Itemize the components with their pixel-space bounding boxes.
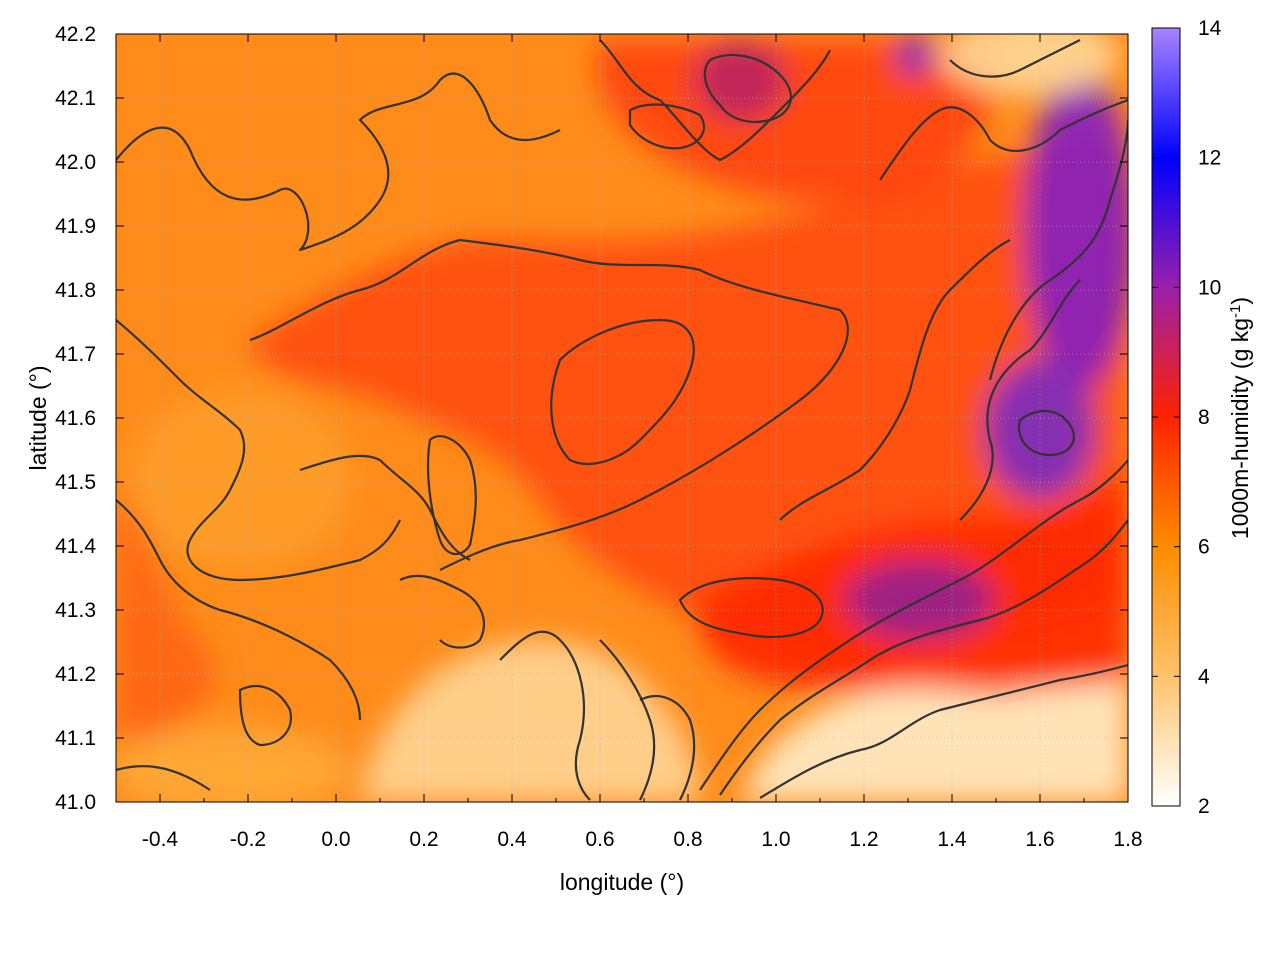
x-tick-label: 1.8 [1113, 828, 1142, 851]
contour-line-southeast-band-1 [699, 459, 1128, 791]
x-tick-label: 1.0 [761, 828, 790, 851]
contour-lines [116, 39, 1128, 801]
contour-line-east-middle [779, 239, 1011, 521]
contour-line-south-fingers-2 [599, 639, 656, 801]
contour-line-northeast [879, 98, 1128, 181]
y-tick-label: 41.1 [55, 727, 96, 750]
dry-northeast-corner [940, 34, 1120, 95]
x-tick-label: 0.4 [497, 828, 527, 851]
colorbar-tick-label: 8 [1198, 406, 1210, 429]
contour-line-central-loop [426, 434, 477, 556]
x-tick-label: 1.6 [1025, 828, 1054, 851]
humid-north-point [897, 35, 933, 75]
x-tick-label: 0.8 [673, 828, 702, 851]
x-tick-label: 1.4 [937, 828, 967, 851]
colorbar-label-base: 1000m-humidity (g kg [1227, 318, 1253, 539]
x-tick-label: -0.4 [142, 828, 179, 851]
y-axis-label: latitude (°) [25, 365, 51, 470]
y-tick-label: 41.8 [55, 279, 96, 302]
contour-line-southeast-band-3 [759, 663, 1128, 799]
colorbar-tick-label: 14 [1198, 17, 1222, 40]
contour-line-middle-tongue [550, 318, 695, 465]
colorbar-label-superscript: -1 [1227, 305, 1244, 318]
y-tick-label: 41.6 [55, 407, 96, 430]
contour-line-north-central-loop [628, 103, 705, 150]
contour-line-south-central [399, 574, 485, 649]
y-tick-label: 41.9 [55, 215, 96, 238]
dry-southwest [116, 725, 350, 802]
contour-line-southwest [116, 685, 293, 791]
contour-line-south-fingers [499, 630, 591, 801]
colorbar-label: 1000m-humidity (g kg-1) [1227, 297, 1254, 539]
x-tick-label: 0.2 [409, 828, 438, 851]
contour-line-northeast-corner [949, 39, 1081, 78]
dry-south-central [360, 640, 700, 802]
humid-northeast-core [1025, 70, 1128, 390]
contour-line-middle-loop-2 [678, 577, 824, 638]
colorbar-tick-label: 10 [1198, 276, 1221, 299]
contour-line-south-fingers-3 [639, 695, 696, 801]
y-axis: 41.0 41.1 41.2 41.3 41.4 41.5 41.6 41.7 41.8 41.9… [55, 23, 1128, 814]
contour-line-west-1 [116, 319, 401, 582]
y-tick-label: 41.3 [55, 599, 96, 622]
contour-line-west-2 [116, 499, 362, 721]
contour-line-east-core [988, 119, 1128, 381]
contour-line-north-ridge [599, 39, 831, 162]
y-tick-label: 41.5 [55, 471, 96, 494]
colorbar-label-end: ) [1227, 297, 1253, 305]
x-tick-label: 0.6 [585, 828, 614, 851]
y-tick-label: 41.0 [55, 791, 96, 814]
colorbar-tick-label: 2 [1198, 795, 1210, 818]
contour-line-west-3 [299, 454, 471, 561]
y-tick-label: 41.2 [55, 663, 96, 686]
humid-north-ridge [695, 40, 785, 120]
contour-line-east-outer [959, 279, 1081, 521]
contour-line-central [249, 238, 849, 571]
colorbar-ticks: 2 4 6 8 10 12 14 [1152, 17, 1222, 818]
x-axis-label: longitude (°) [560, 869, 684, 895]
x-tick-label: 0.0 [321, 828, 350, 851]
west-moist-edge [116, 480, 217, 740]
dry-southeast-corner [740, 680, 1128, 802]
colorbar-tick-label: 6 [1198, 536, 1210, 559]
y-tick-label: 42.1 [55, 87, 96, 110]
heatmap-field [116, 34, 1128, 802]
dry-west-plateau [130, 390, 350, 570]
contour-line-north-loop [703, 53, 792, 123]
colorbar: 2 4 6 8 10 12 14 1000m-humidity (g kg-1) [1151, 17, 1254, 818]
y-tick-label: 42.0 [55, 151, 96, 174]
x-axis: -0.4 -0.2 0.0 0.2 0.4 0.6 0.8 1.0 1.2 1.4 1.6 1.8 [115, 34, 1143, 851]
colorbar-tick-label: 12 [1198, 147, 1221, 170]
x-tick-label: 1.2 [849, 828, 878, 851]
x-tick-label: -0.2 [230, 828, 266, 851]
contour-line-north-west [116, 72, 561, 252]
y-tick-label: 42.2 [55, 23, 96, 46]
contour-line-east-pocket [1017, 409, 1075, 457]
y-tick-label: 41.7 [55, 343, 96, 366]
colorbar-tick-label: 4 [1198, 665, 1210, 688]
contour-line-southeast-band-2 [719, 519, 1128, 796]
y-tick-label: 41.4 [55, 535, 96, 558]
